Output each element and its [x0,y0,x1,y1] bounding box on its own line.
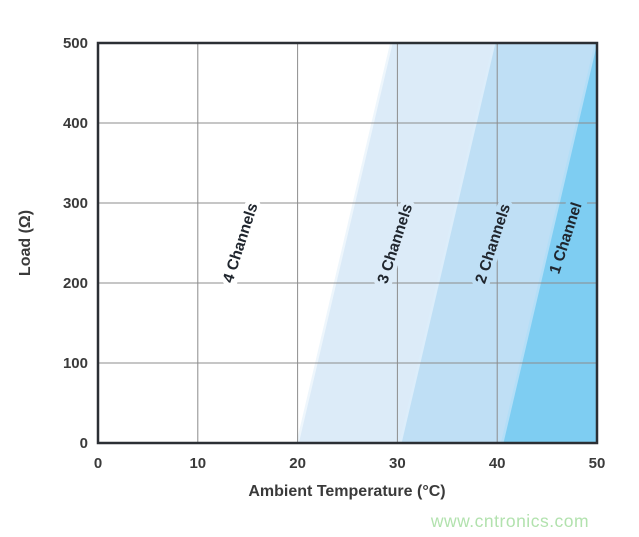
y-tick-label: 0 [80,435,88,452]
x-tick-label: 30 [389,455,406,472]
x-tick-label: 0 [94,455,102,472]
band-edge-highlights [296,42,598,444]
y-tick-label: 500 [63,35,88,52]
y-axis-title: Load (Ω) [17,210,34,276]
x-tick-label: 20 [289,455,306,472]
band-boundary-1-channel [500,42,598,444]
band-3-channels [297,43,495,443]
x-tick-label: 40 [489,455,506,472]
x-axis-title: Ambient Temperature (°C) [248,483,445,500]
x-tick-label: 50 [589,455,606,472]
watermark: www.cntronics.com [430,511,589,531]
plot-border [96,41,599,445]
x-tick-label: 10 [189,455,206,472]
band-boundary-3-channels [296,42,393,444]
y-tick-label: 200 [63,275,88,292]
y-tick-label: 300 [63,195,88,212]
y-tick-label: 400 [63,115,88,132]
band-boundary-2-channels [399,42,496,444]
gridlines [98,43,597,443]
y-tick-label: 100 [63,355,88,372]
band-2-channels [400,43,597,443]
